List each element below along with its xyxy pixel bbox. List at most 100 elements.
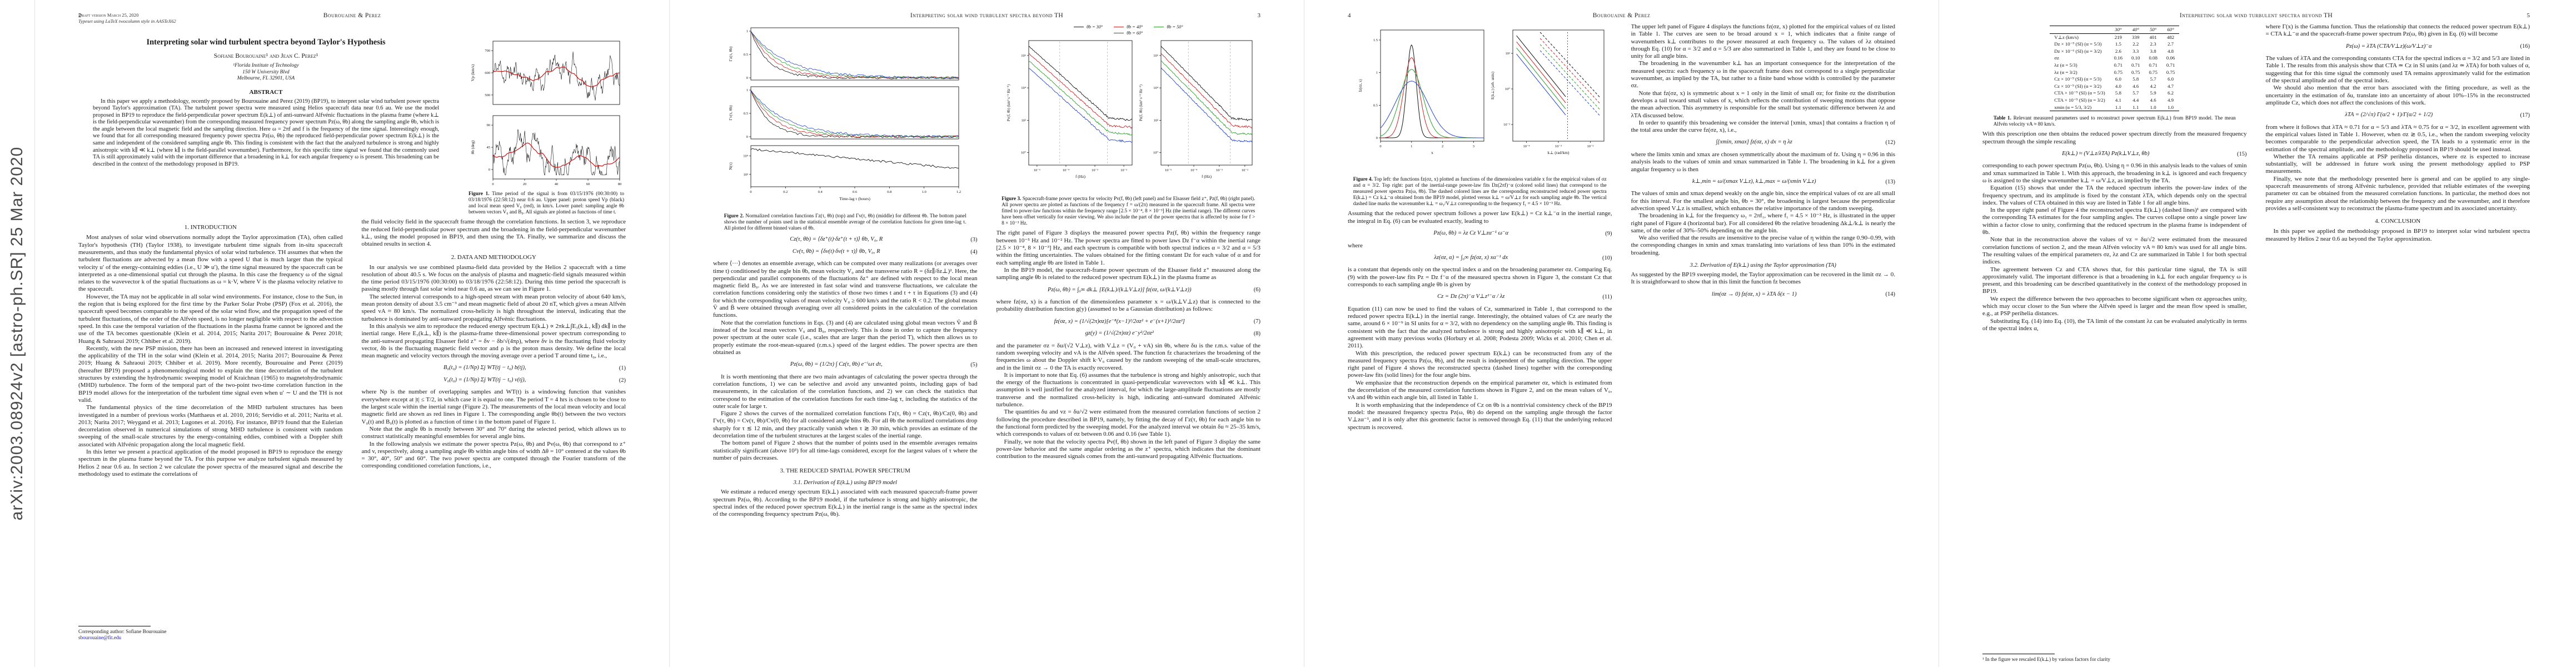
paragraph: and the parameter σz = δu/(√2 V⊥z), with… (996, 342, 1261, 371)
table-cell: 2.2 (2132, 41, 2139, 47)
svg-text:20: 20 (523, 182, 527, 186)
legend-label: θb = 50° (1167, 24, 1183, 29)
paragraph: Assuming that the reduced power spectrum… (1348, 210, 1612, 225)
svg-text:10⁶: 10⁶ (1021, 54, 1026, 58)
paragraph: where fz(σz, x) is a function of the dim… (996, 298, 1261, 313)
page-number: 5 (2527, 12, 2530, 19)
svg-text:500: 500 (485, 93, 490, 97)
paragraph: Finally, we note that the velocity spect… (996, 438, 1261, 460)
paragraph: We should also mention that the error ba… (2265, 84, 2530, 106)
equation-3: Cz(τ, θb) = ⟨δz⁺(t)·δz⁺(t + τ)⟩ θb, V₀, … (790, 236, 978, 243)
table-col-header: 30° (2109, 26, 2127, 34)
table-row: Dz × 10⁻⁶ (SI) (α = 3/2) 2.6 3.3 3.8 4.8 (2050, 48, 2179, 55)
paragraph: In this paper we applied the methodology… (2265, 228, 2530, 242)
paragraph: With this prescription one then obtains … (1982, 131, 2247, 145)
paragraph: Finally, we note that the methodology pr… (2265, 175, 2530, 212)
svg-text:x: x (1431, 150, 1433, 155)
svg-text:1: 1 (1411, 145, 1412, 148)
svg-text:Vp (km/s): Vp (km/s) (470, 64, 475, 81)
svg-text:0.5: 0.5 (744, 112, 748, 116)
abstract-heading: ABSTRACT (249, 88, 283, 96)
two-column-body: 0 1 2 3 0 0.5 1 1.5 x fz(σz, x) 10⁻⁴ 10⁻³ 10⁻² 10⁻² 10… (1348, 23, 1895, 663)
section-heading-conclusion: 4. CONCLUSION (2375, 218, 2421, 225)
table-header-row: 30° 40° 50° 60° (2050, 26, 2180, 34)
table-cell: 2.6 (2115, 48, 2121, 54)
right-column: θb = 30° θb = 40° θb = 50° θb = 60° 10⁻⁵ 10⁻… (996, 23, 1261, 663)
section-heading-reduced-spectrum: 3. THE REDUCED SPATIAL POWER SPECTRUM (780, 467, 910, 475)
svg-text:0.4: 0.4 (818, 190, 823, 194)
paragraph: The selected interval corresponds to a h… (361, 293, 626, 322)
page-number: 4 (1348, 12, 1351, 19)
svg-text:10⁻²: 10⁻² (1587, 145, 1593, 148)
arxiv-stamp: arXiv:2003.08924v2 [astro-ph.SR] 25 Mar … (8, 146, 26, 521)
paragraph: It is worth mentioning that there are tw… (713, 373, 978, 410)
table-row-label: Dz × 10⁻⁹ (SI) (α = 5/3) (2054, 41, 2102, 47)
paragraph: In this analysis we aim to reproduce the… (361, 322, 626, 360)
table-cell: 5.9 (2150, 90, 2156, 96)
table-cell: 3.3 (2132, 48, 2139, 54)
svg-text:10⁴: 10⁴ (1021, 86, 1027, 90)
table-row: σz 0.16 0.10 0.08 0.06 (2050, 54, 2179, 62)
paragraph: In the BP19 model, the spacecraft-frame … (996, 266, 1261, 281)
table-cell: 0.10 (2131, 55, 2140, 61)
paragraph: The fundamental physics of the time deco… (78, 404, 343, 448)
table-cell: 1.1 (2115, 104, 2121, 110)
equation-7: fz(σz, x) = (1/√(2π)σz)[e⁻⁸(x−1)²/2σz² +… (1054, 318, 1260, 325)
paragraph: The agreement between Cz and CTA shows t… (1982, 266, 2247, 295)
rescale-footnote: ¹ In the figure we rescaled E(k⊥) by var… (1982, 651, 2247, 663)
paragraph: corresponding to each power spectrum Pz(… (1982, 162, 2247, 184)
equation-15: E(k⊥) ≈ (V⊥z/λTA) Pz(k⊥V⊥z, θb) (15) (2062, 150, 2247, 157)
section-heading-introduction: 1. INTRODUCTION (184, 224, 237, 231)
paragraph: Note that in the reconstruction above th… (1982, 236, 2247, 266)
table-cell: 1.1 (2132, 104, 2139, 110)
figure-4-plot: 0 1 2 3 0 0.5 1 1.5 x fz(σz, x) 10⁻⁴ 10⁻³ 10⁻² 10⁻² 10… (1359, 29, 1605, 155)
table-cell: 5.7 (2150, 76, 2156, 82)
paragraph: As suggested by the BP19 sweeping model,… (1631, 271, 1896, 286)
svg-text:80: 80 (618, 182, 622, 186)
table-cell: 2.7 (2168, 41, 2174, 47)
running-header: 4 Bourouaine & Perez (1348, 12, 1895, 19)
figure-4-caption: Figure 4. Top left: the functions fz(σz,… (1353, 176, 1607, 207)
paragraph: The quantities δu and vz = δu/√2 were es… (996, 409, 1261, 438)
paragraph: The broadening in k⊥ for the frequency ω… (1631, 212, 1896, 234)
svg-text:10⁻⁵: 10⁻⁵ (1034, 168, 1040, 172)
table-cell: 6.0 (2115, 76, 2121, 82)
svg-text:0: 0 (492, 182, 494, 186)
svg-text:1: 1 (1376, 71, 1378, 75)
email-link[interactable]: sbourouaine@fit.edu (78, 635, 122, 641)
table-row: V⊥z (km/s) 219 339 401 482 (2050, 33, 2179, 41)
table-row-label: xmin (α = 5/3, 3/2) (2054, 104, 2092, 110)
table-row: xmin (α = 5/3, 3/2) 1.1 1.1 1.0 1.0 (2050, 104, 2179, 111)
figure-1: 500 600 700 0 45 90 0 20 40 60 80 Time (hours) Vp (k… (467, 37, 626, 215)
svg-text:600: 600 (485, 71, 490, 75)
svg-text:10³: 10³ (743, 173, 748, 177)
typeset-note: Typeset using LaTeX twocolumn style in A… (78, 18, 176, 24)
table-col-header (2050, 26, 2110, 34)
svg-text:2: 2 (1442, 145, 1443, 148)
subsection-heading-ta: 3.2. Derivation of E(k⊥) using the Taylo… (1690, 262, 1836, 269)
paragraph: With this prescription, the reduced powe… (1348, 350, 1612, 379)
svg-text:10⁻²: 10⁻² (1120, 168, 1127, 172)
table-cell: 6.0 (2168, 76, 2174, 82)
legend-item: θb = 50° (1154, 24, 1183, 29)
paragraph: Figure 2 shows the curves of the normali… (713, 410, 978, 440)
left-column: 1. INTRODUCTION Most analyses of solar w… (78, 218, 343, 641)
table-cell: 0.75 (2149, 69, 2158, 75)
title-block: Interpreting solar wind turbulent spectr… (78, 36, 454, 168)
paragraph: In the upper right panel of Figure 4 the… (1982, 207, 2247, 236)
svg-text:Γv(τ, θb): Γv(τ, θb) (728, 105, 733, 121)
svg-text:0.2: 0.2 (783, 190, 788, 194)
legend-item: θb = 30° (1073, 24, 1103, 29)
table-cell: 0.71 (2114, 62, 2123, 68)
running-header: Interpreting solar wind turbulent spectr… (1982, 12, 2530, 19)
table-cell: 1.0 (2150, 104, 2156, 110)
svg-text:45: 45 (487, 146, 491, 150)
svg-text:0: 0 (746, 76, 748, 80)
table-cell: 5.8 (2115, 90, 2121, 96)
two-column-body: 1. INTRODUCTION Most analyses of solar w… (78, 218, 626, 641)
affiliation-line: Melbourne, FL 32901, USA (237, 76, 295, 81)
right-column: The upper left panel of Figure 4 display… (1631, 23, 1896, 663)
section-heading-data-methodology: 2. DATA AND METHODOLOGY (451, 253, 536, 261)
figure-2-caption: Figure 2. Normalized correlation functio… (724, 213, 966, 231)
equation-10: λz(σz, α) = ∫₀∞ fz(σz, x) xα⁻¹ dx (10) (1434, 254, 1612, 261)
